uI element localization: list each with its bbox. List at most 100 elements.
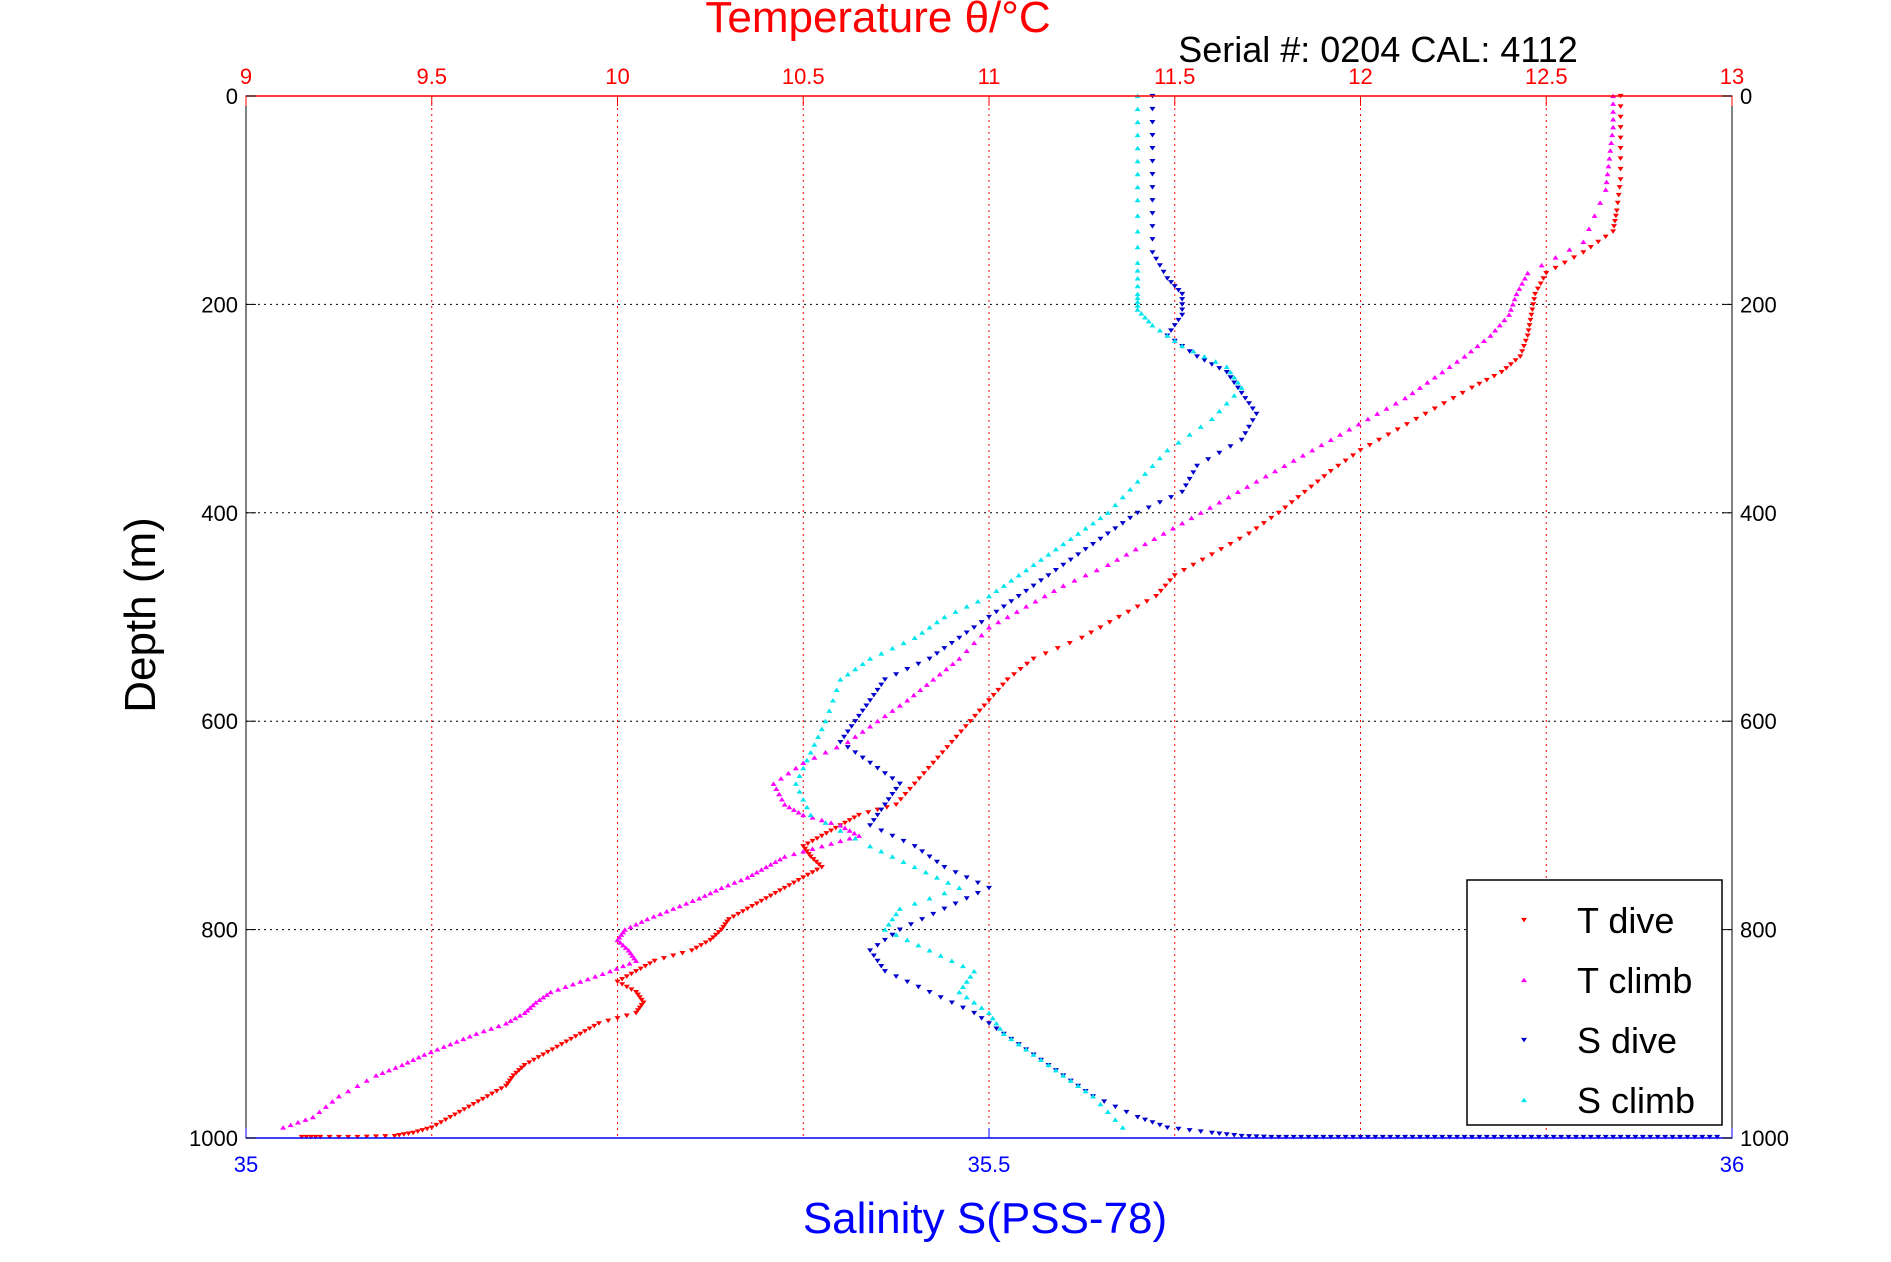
data-point <box>345 1134 352 1140</box>
data-point <box>1318 442 1325 448</box>
data-point <box>1454 1134 1461 1140</box>
data-point <box>489 1091 496 1097</box>
data-point <box>1190 470 1197 475</box>
data-point <box>1422 411 1429 417</box>
data-point <box>1231 374 1238 380</box>
data-point <box>1157 588 1164 594</box>
data-point <box>1246 1134 1253 1139</box>
data-point <box>971 968 978 974</box>
data-point <box>1301 489 1308 495</box>
data-point <box>1566 247 1573 252</box>
data-point <box>739 909 746 914</box>
data-point <box>1030 1052 1037 1057</box>
data-point <box>465 1104 472 1110</box>
data-point <box>507 1018 514 1023</box>
data-point <box>926 895 933 901</box>
data-point <box>851 815 858 820</box>
data-point <box>479 1096 486 1102</box>
data-point <box>837 739 844 745</box>
data-point <box>424 1126 431 1132</box>
data-point <box>1595 1134 1602 1140</box>
data-point <box>1134 184 1141 190</box>
data-point <box>623 974 630 979</box>
data-point <box>800 765 807 771</box>
data-point <box>1242 431 1249 436</box>
data-point <box>1127 515 1134 521</box>
data-point <box>803 804 810 810</box>
data-point <box>1605 163 1612 169</box>
data-point <box>1238 385 1245 390</box>
data-point <box>878 849 885 854</box>
data-point <box>1234 380 1241 385</box>
data-point <box>447 1115 454 1120</box>
data-point <box>967 719 974 724</box>
data-point <box>1461 1134 1468 1140</box>
data-point <box>777 856 784 862</box>
data-point <box>633 958 640 963</box>
data-point <box>577 1031 584 1037</box>
data-point <box>959 984 966 990</box>
data-point <box>1088 630 1095 636</box>
data-point <box>937 953 944 958</box>
data-point <box>1052 1067 1059 1073</box>
data-point <box>1134 291 1141 297</box>
data-point <box>1236 536 1243 542</box>
data-point <box>513 1070 520 1076</box>
data-point <box>470 1102 477 1107</box>
salinity-tick-label: 35.5 <box>968 1152 1011 1177</box>
data-point <box>1112 526 1119 531</box>
data-point <box>642 963 649 969</box>
data-point <box>1669 1134 1676 1140</box>
data-point <box>837 677 844 682</box>
data-point <box>1082 526 1089 531</box>
data-point <box>781 854 788 859</box>
data-point <box>572 1034 579 1039</box>
data-point <box>640 1000 647 1005</box>
data-point <box>878 682 885 688</box>
data-point <box>904 697 911 703</box>
data-point <box>956 656 963 661</box>
data-point <box>1366 442 1373 448</box>
data-point <box>1513 1134 1520 1140</box>
data-point <box>1205 457 1212 462</box>
data-point <box>1011 672 1018 677</box>
data-point <box>1017 667 1024 672</box>
data-point <box>475 1099 482 1104</box>
data-point <box>800 812 807 818</box>
data-point <box>532 1000 539 1005</box>
data-point <box>456 1109 463 1115</box>
data-point <box>1550 1134 1557 1140</box>
data-point <box>889 854 896 859</box>
data-point <box>1602 234 1609 240</box>
data-point <box>638 1003 645 1008</box>
data-point <box>1571 255 1578 260</box>
data-point <box>867 948 874 953</box>
data-point <box>599 971 606 976</box>
data-point <box>1538 262 1545 268</box>
data-point <box>963 875 970 880</box>
data-point <box>1614 200 1621 206</box>
data-point <box>1134 260 1141 265</box>
data-point <box>1503 366 1510 371</box>
data-point <box>1000 1031 1007 1036</box>
data-point <box>1149 211 1156 216</box>
data-point <box>896 927 903 932</box>
data-point <box>993 1020 1000 1026</box>
data-point <box>777 776 784 781</box>
data-point <box>1253 411 1260 417</box>
data-point <box>1024 661 1031 667</box>
data-point <box>986 885 992 891</box>
data-point <box>1145 318 1152 324</box>
data-point <box>622 945 629 950</box>
data-point <box>688 948 695 953</box>
data-point <box>555 987 562 992</box>
data-point <box>1045 552 1052 557</box>
data-point <box>1481 338 1488 343</box>
data-point <box>1394 427 1401 432</box>
data-point <box>818 843 825 849</box>
data-point <box>1610 117 1617 122</box>
data-point <box>763 896 770 901</box>
data-point <box>1520 343 1527 349</box>
data-point <box>1090 520 1097 526</box>
data-point <box>495 1023 502 1029</box>
